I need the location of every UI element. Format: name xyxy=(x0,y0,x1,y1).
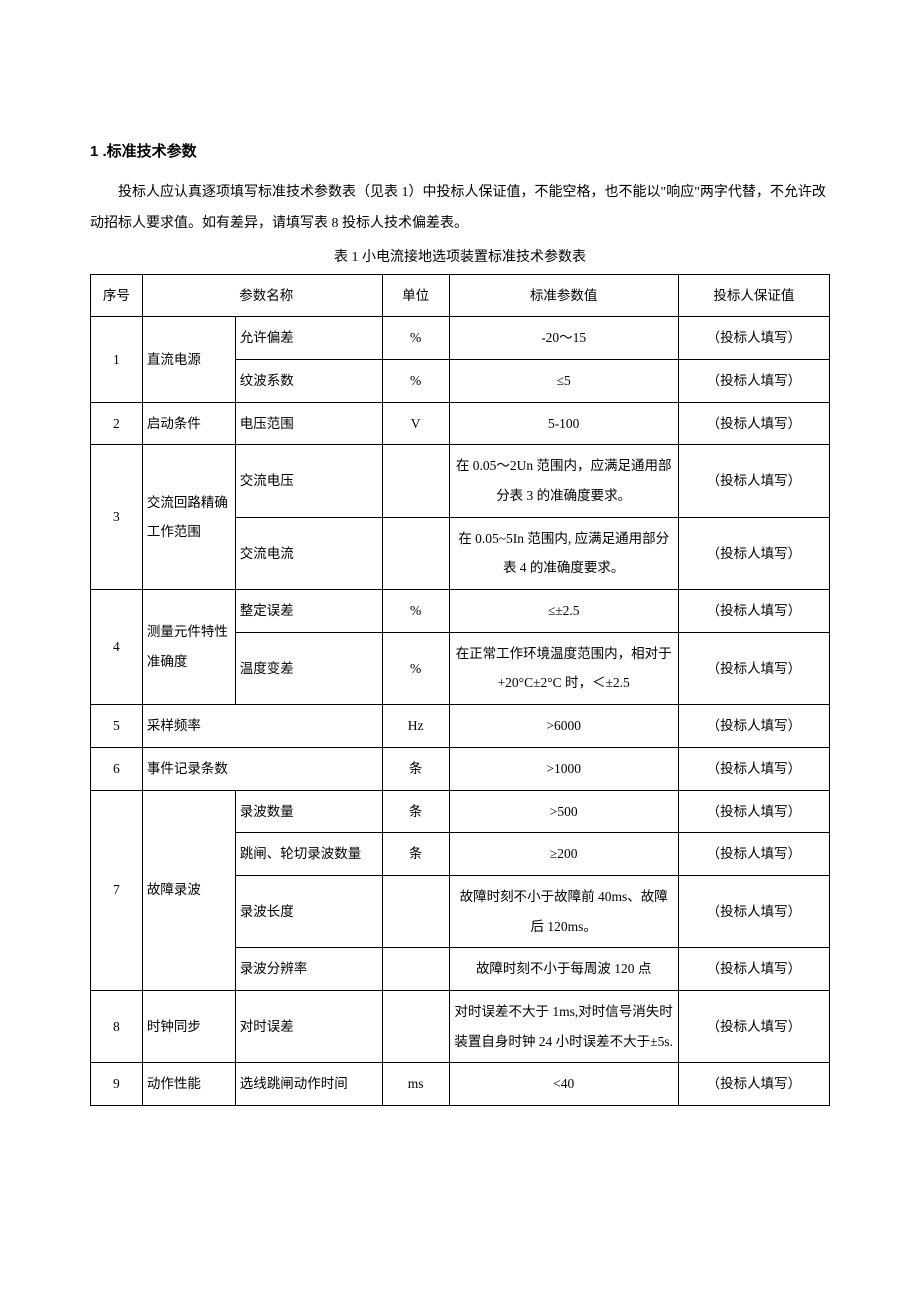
cell-param-group: 交流回路精确工作范围 xyxy=(142,445,235,590)
cell-bidder-value: （投标人填写） xyxy=(678,790,829,833)
cell-bidder-value: （投标人填写） xyxy=(678,990,829,1062)
cell-bidder-value: （投标人填写） xyxy=(678,517,829,589)
cell-param-name: 允许偏差 xyxy=(235,317,382,360)
cell-unit: V xyxy=(382,402,449,445)
cell-param-name: 跳闸、轮切录波数量 xyxy=(235,833,382,876)
cell-unit: % xyxy=(382,359,449,402)
cell-param-name: 整定误差 xyxy=(235,590,382,633)
cell-seq: 5 xyxy=(91,705,143,748)
cell-bidder-value: （投标人填写） xyxy=(678,705,829,748)
cell-bidder-value: （投标人填写） xyxy=(678,875,829,947)
cell-standard-value: 在 0.05~5In 范围内, 应满足通用部分表 4 的准确度要求。 xyxy=(449,517,678,589)
col-unit: 单位 xyxy=(382,274,449,317)
cell-unit: ms xyxy=(382,1063,449,1106)
col-seq: 序号 xyxy=(91,274,143,317)
cell-unit: 条 xyxy=(382,833,449,876)
cell-unit: % xyxy=(382,632,449,704)
cell-param-name: 交流电流 xyxy=(235,517,382,589)
table-row: 6事件记录条数条>1000（投标人填写） xyxy=(91,747,830,790)
table-row: 7故障录波录波数量条>500（投标人填写） xyxy=(91,790,830,833)
cell-standard-value: -20～15 xyxy=(449,317,678,360)
cell-param-name: 交流电压 xyxy=(235,445,382,517)
cell-seq: 3 xyxy=(91,445,143,590)
cell-param-group: 动作性能 xyxy=(142,1063,235,1106)
cell-standard-value: 在正常工作环境温度范围内，相对于+20°C±2°C 时，＜±2.5 xyxy=(449,632,678,704)
cell-bidder-value: （投标人填写） xyxy=(678,317,829,360)
cell-bidder-value: （投标人填写） xyxy=(678,445,829,517)
cell-seq: 2 xyxy=(91,402,143,445)
cell-bidder-value: （投标人填写） xyxy=(678,632,829,704)
cell-param-name: 电压范围 xyxy=(235,402,382,445)
cell-seq: 8 xyxy=(91,990,143,1062)
table-row: 5采样频率Hz>6000（投标人填写） xyxy=(91,705,830,748)
cell-standard-value: 故障时刻不小于故障前 40ms、故障后 120ms。 xyxy=(449,875,678,947)
cell-param-group: 启动条件 xyxy=(142,402,235,445)
cell-bidder-value: （投标人填写） xyxy=(678,590,829,633)
col-std: 标准参数值 xyxy=(449,274,678,317)
cell-seq: 1 xyxy=(91,317,143,402)
cell-unit xyxy=(382,948,449,991)
cell-standard-value: 在 0.05～2Un 范围内，应满足通用部分表 3 的准确度要求。 xyxy=(449,445,678,517)
cell-param-group: 测量元件特性准确度 xyxy=(142,590,235,705)
col-name-left xyxy=(142,274,235,317)
cell-param-name: 录波数量 xyxy=(235,790,382,833)
cell-bidder-value: （投标人填写） xyxy=(678,833,829,876)
cell-unit xyxy=(382,517,449,589)
col-bid: 投标人保证值 xyxy=(678,274,829,317)
cell-seq: 4 xyxy=(91,590,143,705)
col-name: 参数名称 xyxy=(235,274,382,317)
cell-standard-value: >6000 xyxy=(449,705,678,748)
cell-bidder-value: （投标人填写） xyxy=(678,948,829,991)
section-heading: 1 .标准技术参数 xyxy=(90,140,830,164)
cell-bidder-value: （投标人填写） xyxy=(678,359,829,402)
table-row: 8时钟同步对时误差对时误差不大于 1ms,对时信号消失时装置自身时钟 24 小时… xyxy=(91,990,830,1062)
table-row: 1直流电源允许偏差%-20～15（投标人填写） xyxy=(91,317,830,360)
cell-bidder-value: （投标人填写） xyxy=(678,747,829,790)
cell-param-name: 选线跳闸动作时间 xyxy=(235,1063,382,1106)
cell-param-name: 录波长度 xyxy=(235,875,382,947)
cell-param-group: 采样频率 xyxy=(142,705,382,748)
cell-standard-value: <40 xyxy=(449,1063,678,1106)
cell-param-name: 纹波系数 xyxy=(235,359,382,402)
table-row: 2启动条件电压范围V5-100（投标人填写） xyxy=(91,402,830,445)
cell-standard-value: >500 xyxy=(449,790,678,833)
cell-unit xyxy=(382,990,449,1062)
cell-unit: 条 xyxy=(382,747,449,790)
cell-param-name: 温度变差 xyxy=(235,632,382,704)
table-body: 1直流电源允许偏差%-20～15（投标人填写）纹波系数%≤5（投标人填写）2启动… xyxy=(91,317,830,1106)
cell-unit: 条 xyxy=(382,790,449,833)
cell-unit xyxy=(382,875,449,947)
cell-param-name: 对时误差 xyxy=(235,990,382,1062)
cell-param-name: 录波分辨率 xyxy=(235,948,382,991)
cell-unit: % xyxy=(382,590,449,633)
cell-seq: 9 xyxy=(91,1063,143,1106)
cell-bidder-value: （投标人填写） xyxy=(678,402,829,445)
cell-standard-value: >1000 xyxy=(449,747,678,790)
cell-param-group: 故障录波 xyxy=(142,790,235,990)
cell-standard-value: ≤±2.5 xyxy=(449,590,678,633)
cell-standard-value: ≤5 xyxy=(449,359,678,402)
cell-standard-value: 故障时刻不小于每周波 120 点 xyxy=(449,948,678,991)
cell-standard-value: 对时误差不大于 1ms,对时信号消失时装置自身时钟 24 小时误差不大于±5s. xyxy=(449,990,678,1062)
table-header-row: 序号 参数名称 单位 标准参数值 投标人保证值 xyxy=(91,274,830,317)
table-row: 4测量元件特性准确度整定误差%≤±2.5（投标人填写） xyxy=(91,590,830,633)
cell-unit xyxy=(382,445,449,517)
cell-bidder-value: （投标人填写） xyxy=(678,1063,829,1106)
intro-paragraph: 投标人应认真逐项填写标准技术参数表（见表 1）中投标人保证值，不能空格，也不能以… xyxy=(90,178,830,240)
table-row: 3交流回路精确工作范围交流电压在 0.05～2Un 范围内，应满足通用部分表 3… xyxy=(91,445,830,517)
cell-seq: 7 xyxy=(91,790,143,990)
cell-param-group: 直流电源 xyxy=(142,317,235,402)
cell-param-group: 事件记录条数 xyxy=(142,747,382,790)
table-caption: 表 1 小电流接地选项装置标准技术参数表 xyxy=(90,244,830,272)
table-row: 9动作性能选线跳闸动作时间ms<40（投标人填写） xyxy=(91,1063,830,1106)
cell-unit: Hz xyxy=(382,705,449,748)
cell-seq: 6 xyxy=(91,747,143,790)
cell-standard-value: ≥200 xyxy=(449,833,678,876)
cell-standard-value: 5-100 xyxy=(449,402,678,445)
cell-unit: % xyxy=(382,317,449,360)
cell-param-group: 时钟同步 xyxy=(142,990,235,1062)
parameters-table: 序号 参数名称 单位 标准参数值 投标人保证值 1直流电源允许偏差%-20～15… xyxy=(90,274,830,1106)
